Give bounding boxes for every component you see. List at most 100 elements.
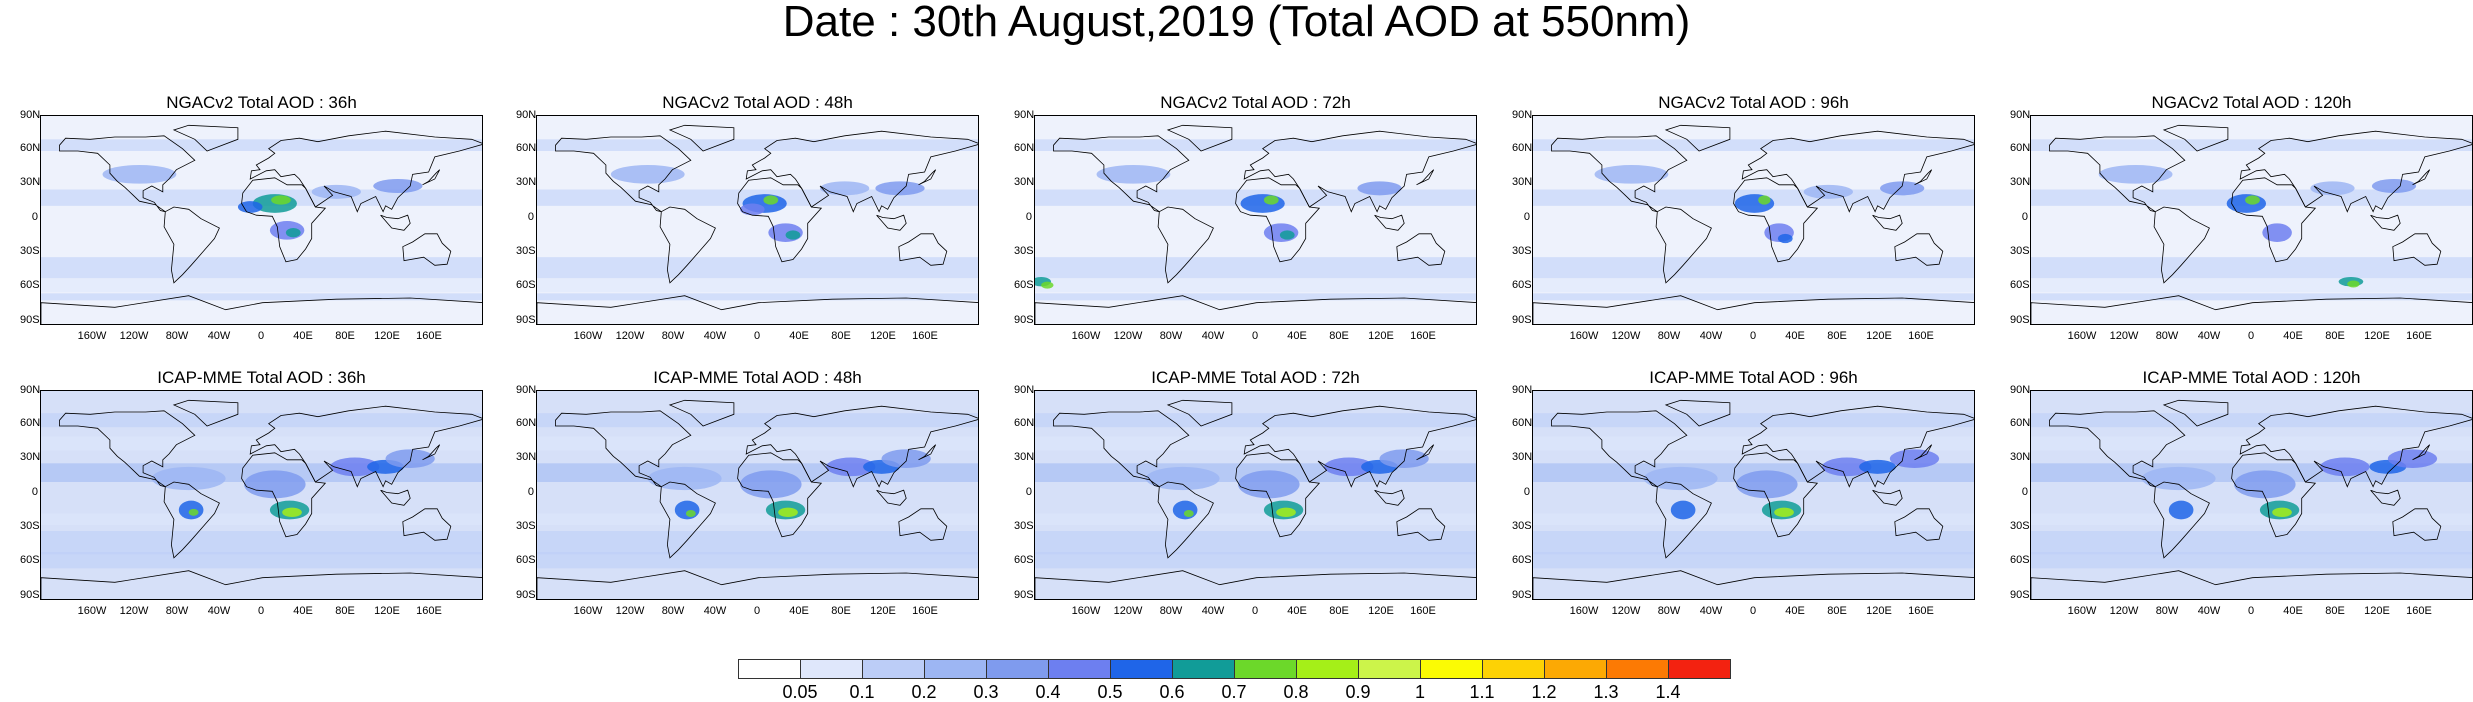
colorbar-label: 1.2	[1531, 682, 1557, 702]
lat-tick-label: 0	[2021, 486, 2028, 498]
colorbar-swatch	[986, 659, 1049, 679]
lon-tick-label: 120E	[2364, 330, 2390, 342]
lon-tick-label: 160W	[1569, 605, 1599, 617]
lat-tick-label: 90N	[516, 109, 537, 121]
aod-hotspot	[1822, 457, 1872, 477]
coastline	[422, 444, 441, 461]
map-panel: ICAP-MME Total AOD : 36h 90N 60N 30N 0 30S 60S…	[20, 368, 500, 623]
coastline	[241, 452, 327, 538]
colorbar-label: 1.4	[1655, 682, 1681, 702]
lat-tick-label: 90S	[20, 314, 40, 326]
aod-band	[1533, 513, 1974, 526]
aod-hotspot	[1279, 230, 1295, 240]
lon-tick-label: 40W	[703, 605, 727, 617]
lon-tick-label: 120E	[374, 605, 400, 617]
coastline	[249, 405, 482, 488]
lon-tick-label: 0	[1749, 330, 1757, 342]
coastline	[2231, 177, 2317, 263]
aod-hotspot	[2098, 165, 2173, 184]
lat-tick-label: 90N	[516, 384, 537, 396]
lat-tick-label: 90N	[20, 109, 41, 121]
lon-tick-label: 120W	[119, 605, 149, 617]
coastline	[668, 124, 735, 152]
lon-tick-label: 0	[1251, 330, 1259, 342]
lat-tick-label: 30N	[2010, 451, 2031, 463]
coastline	[2153, 206, 2210, 284]
coastline	[1741, 130, 1974, 213]
coastline	[668, 399, 735, 427]
lon-tick-label: 160E	[416, 605, 442, 617]
aod-hotspot	[2272, 507, 2292, 517]
aod-hotspot	[610, 165, 685, 184]
coastline	[898, 233, 948, 266]
colorbar-label: 0.1	[849, 682, 875, 702]
lat-tick-label: 60S	[2010, 279, 2030, 291]
aod-hotspot	[1758, 195, 1771, 205]
coastline	[2370, 214, 2401, 231]
lon-tick-label: 40W	[207, 605, 231, 617]
panel-title: NGACv2 Total AOD : 36h	[166, 93, 357, 112]
lon-tick-label: 120E	[870, 605, 896, 617]
lat-tick-label: 30N	[2010, 176, 2031, 188]
aod-hotspot	[271, 195, 291, 205]
lat-tick-label: 90N	[1014, 109, 1035, 121]
aod-band	[537, 257, 978, 279]
aod-band	[2031, 436, 2472, 451]
aod-hotspot	[2310, 181, 2355, 196]
aod-band	[1533, 436, 1974, 451]
aod-map	[1533, 391, 1974, 599]
lon-tick-label: 0	[2247, 330, 2255, 342]
aod-band	[41, 293, 482, 301]
lat-tick-label: 30N	[1512, 176, 1533, 188]
lon-tick-label: 160E	[912, 605, 938, 617]
coastline	[1157, 206, 1214, 284]
map-frame	[1532, 115, 1975, 325]
aod-map	[2031, 391, 2472, 599]
lon-tick-label: 80W	[2155, 330, 2179, 342]
lat-tick-label: 60S	[20, 279, 40, 291]
lat-tick-label: 30S	[1014, 245, 1034, 257]
lon-tick-label: 0	[1749, 605, 1757, 617]
colorbar-label: 0.2	[911, 682, 937, 702]
coastline	[1035, 295, 1476, 324]
lat-tick-label: 60N	[20, 142, 41, 154]
lon-tick-label: 40W	[1201, 605, 1225, 617]
coastline	[2049, 135, 2186, 213]
aod-hotspot	[1774, 507, 1794, 517]
lon-tick-label: 120W	[615, 605, 645, 617]
lon-tick-label: 160E	[1908, 605, 1934, 617]
aod-hotspot	[820, 181, 870, 196]
lat-tick-label: 60N	[516, 142, 537, 154]
colorbar-label: 0.3	[973, 682, 999, 702]
aod-hotspot	[778, 507, 798, 517]
coastline	[1416, 169, 1435, 186]
lat-tick-label: 60N	[516, 417, 537, 429]
coastline	[1053, 410, 1190, 488]
lon-tick-label: 80W	[1657, 605, 1681, 617]
aod-band	[41, 278, 482, 293]
coastline	[1235, 452, 1321, 538]
panel-title: NGACv2 Total AOD : 72h	[1160, 93, 1351, 112]
aod-band	[537, 139, 978, 151]
coastline	[1416, 444, 1435, 461]
aod-hotspot	[1324, 457, 1374, 477]
lon-tick-label: 80E	[1329, 605, 1349, 617]
coastline	[2392, 508, 2442, 541]
lat-tick-label: 0	[527, 211, 534, 223]
aod-map	[537, 116, 978, 324]
coastline	[241, 177, 327, 263]
coastline	[1551, 135, 1688, 213]
lon-tick-label: 40E	[1785, 605, 1805, 617]
lon-tick-label: 80E	[2325, 330, 2345, 342]
colorbar-swatch	[1544, 659, 1607, 679]
colorbar-label: 0.5	[1097, 682, 1123, 702]
lon-tick-label: 80W	[1159, 330, 1183, 342]
lon-tick-label: 40W	[207, 330, 231, 342]
aod-map	[41, 116, 482, 324]
lat-tick-label: 90N	[2010, 384, 2031, 396]
aod-hotspot	[1594, 165, 1669, 184]
aod-hotspot	[2262, 223, 2292, 242]
colorbar-label: 1.3	[1593, 682, 1619, 702]
coastline	[172, 399, 239, 427]
aod-band	[2031, 278, 2472, 293]
